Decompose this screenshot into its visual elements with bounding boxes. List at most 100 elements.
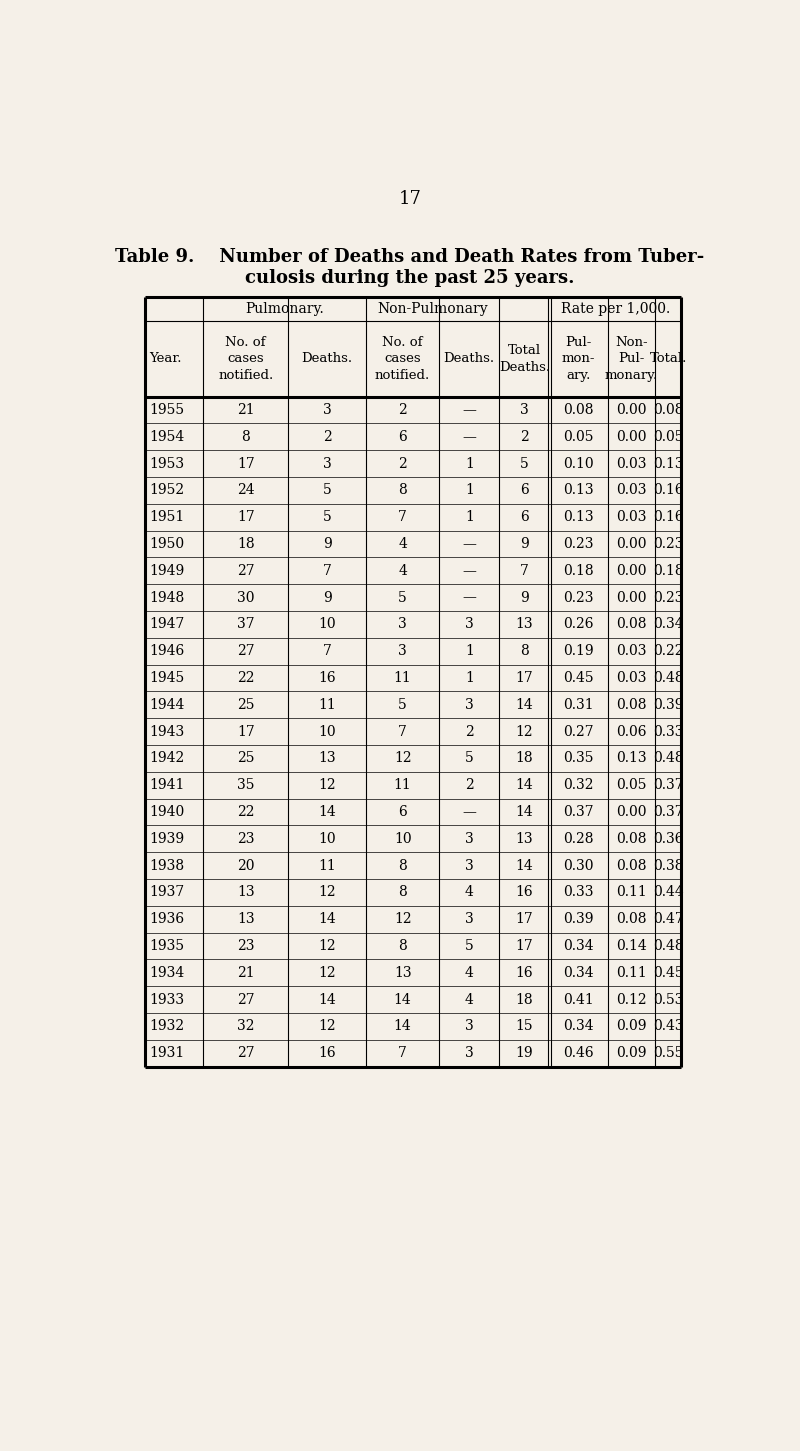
Text: 17: 17 xyxy=(398,190,422,209)
Text: 13: 13 xyxy=(237,913,254,926)
Text: 13: 13 xyxy=(318,752,336,765)
Text: 3: 3 xyxy=(465,618,474,631)
Text: 0.48: 0.48 xyxy=(653,939,683,953)
Text: 0.00: 0.00 xyxy=(616,591,646,605)
Text: 5: 5 xyxy=(520,457,529,470)
Text: 24: 24 xyxy=(237,483,254,498)
Text: 1: 1 xyxy=(465,644,474,659)
Text: 22: 22 xyxy=(237,805,254,818)
Text: 1952: 1952 xyxy=(150,483,185,498)
Text: 1948: 1948 xyxy=(150,591,185,605)
Text: 9: 9 xyxy=(322,591,331,605)
Text: 2: 2 xyxy=(465,778,474,792)
Text: 0.03: 0.03 xyxy=(616,483,646,498)
Text: 14: 14 xyxy=(515,698,533,712)
Text: —: — xyxy=(462,429,476,444)
Text: 1946: 1946 xyxy=(150,644,185,659)
Text: 3: 3 xyxy=(465,913,474,926)
Text: 0.30: 0.30 xyxy=(563,859,594,872)
Text: 0.13: 0.13 xyxy=(563,511,594,524)
Text: 14: 14 xyxy=(394,1020,411,1033)
Text: 23: 23 xyxy=(237,831,254,846)
Text: 18: 18 xyxy=(515,752,533,765)
Text: 1934: 1934 xyxy=(150,966,185,979)
Text: 0.39: 0.39 xyxy=(563,913,594,926)
Text: 0.27: 0.27 xyxy=(563,724,594,739)
Text: 4: 4 xyxy=(465,885,474,900)
Text: 2: 2 xyxy=(465,724,474,739)
Text: 14: 14 xyxy=(318,913,336,926)
Text: 0.08: 0.08 xyxy=(653,403,683,416)
Text: 8: 8 xyxy=(242,429,250,444)
Text: 0.03: 0.03 xyxy=(616,670,646,685)
Text: 0.00: 0.00 xyxy=(616,564,646,577)
Text: 35: 35 xyxy=(237,778,254,792)
Text: 3: 3 xyxy=(398,644,407,659)
Text: 27: 27 xyxy=(237,644,254,659)
Text: 0.39: 0.39 xyxy=(653,698,683,712)
Text: Pulmonary.: Pulmonary. xyxy=(245,302,324,316)
Text: 17: 17 xyxy=(515,939,533,953)
Text: 16: 16 xyxy=(515,966,533,979)
Text: Pul-
mon-
ary.: Pul- mon- ary. xyxy=(562,337,595,382)
Text: 4: 4 xyxy=(398,564,407,577)
Text: 8: 8 xyxy=(520,644,529,659)
Text: 12: 12 xyxy=(515,724,533,739)
Text: 0.06: 0.06 xyxy=(616,724,646,739)
Text: 0.16: 0.16 xyxy=(653,511,683,524)
Text: 2: 2 xyxy=(398,457,407,470)
Text: 23: 23 xyxy=(237,939,254,953)
Text: 14: 14 xyxy=(394,992,411,1007)
Text: 0.32: 0.32 xyxy=(563,778,594,792)
Text: 0.05: 0.05 xyxy=(563,429,594,444)
Text: 1953: 1953 xyxy=(150,457,185,470)
Text: 0.37: 0.37 xyxy=(563,805,594,818)
Text: 0.26: 0.26 xyxy=(563,618,594,631)
Text: 5: 5 xyxy=(465,752,474,765)
Text: 1: 1 xyxy=(465,483,474,498)
Text: 0.14: 0.14 xyxy=(616,939,646,953)
Text: 3: 3 xyxy=(520,403,529,416)
Text: 15: 15 xyxy=(515,1020,533,1033)
Text: 10: 10 xyxy=(318,831,336,846)
Text: 14: 14 xyxy=(318,805,336,818)
Text: 0.33: 0.33 xyxy=(563,885,594,900)
Text: 0.12: 0.12 xyxy=(616,992,646,1007)
Text: 1936: 1936 xyxy=(150,913,185,926)
Text: 1954: 1954 xyxy=(150,429,185,444)
Text: 0.11: 0.11 xyxy=(616,885,646,900)
Text: 2: 2 xyxy=(398,403,407,416)
Text: 7: 7 xyxy=(520,564,529,577)
Text: 4: 4 xyxy=(465,992,474,1007)
Text: —: — xyxy=(462,403,476,416)
Text: 5: 5 xyxy=(322,511,331,524)
Text: 3: 3 xyxy=(465,859,474,872)
Text: 11: 11 xyxy=(318,859,336,872)
Text: 1: 1 xyxy=(465,457,474,470)
Text: 7: 7 xyxy=(398,511,407,524)
Text: 2: 2 xyxy=(520,429,529,444)
Text: 16: 16 xyxy=(318,1046,336,1061)
Text: 18: 18 xyxy=(515,992,533,1007)
Text: 0.34: 0.34 xyxy=(563,1020,594,1033)
Text: 12: 12 xyxy=(394,752,411,765)
Text: 0.00: 0.00 xyxy=(616,429,646,444)
Text: 30: 30 xyxy=(237,591,254,605)
Text: 0.08: 0.08 xyxy=(563,403,594,416)
Text: 13: 13 xyxy=(237,885,254,900)
Text: 6: 6 xyxy=(398,429,407,444)
Text: 13: 13 xyxy=(394,966,411,979)
Text: 3: 3 xyxy=(465,1020,474,1033)
Text: 0.22: 0.22 xyxy=(653,644,683,659)
Text: 14: 14 xyxy=(515,778,533,792)
Text: Deaths.: Deaths. xyxy=(444,353,495,366)
Text: 4: 4 xyxy=(465,966,474,979)
Text: 14: 14 xyxy=(318,992,336,1007)
Text: 0.13: 0.13 xyxy=(653,457,683,470)
Text: 8: 8 xyxy=(398,859,407,872)
Text: 5: 5 xyxy=(398,698,407,712)
Text: 1935: 1935 xyxy=(150,939,185,953)
Text: 0.08: 0.08 xyxy=(616,618,646,631)
Text: 0.48: 0.48 xyxy=(653,670,683,685)
Text: 0.10: 0.10 xyxy=(563,457,594,470)
